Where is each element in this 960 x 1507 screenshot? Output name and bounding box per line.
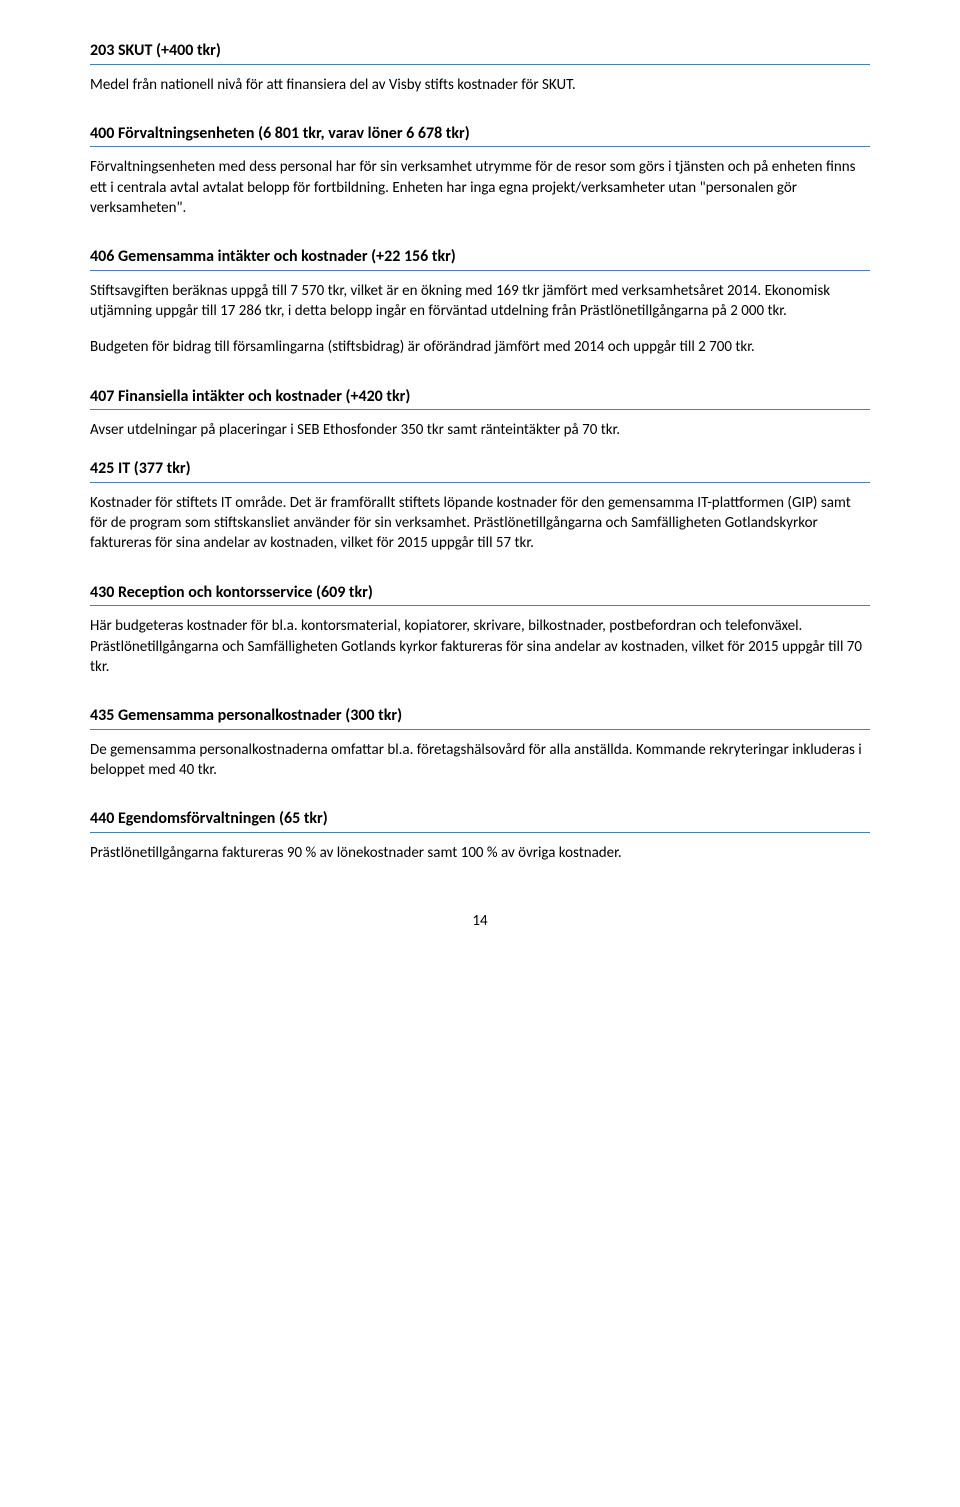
- section-subtext: Avser utdelningar på placeringar i SEB E…: [90, 420, 870, 440]
- body-text: Medel från nationell nivå för att finans…: [90, 75, 870, 95]
- section-heading-203: 203 SKUT (+400 tkr): [90, 40, 870, 65]
- body-text: Här budgeteras kostnader för bl.a. konto…: [90, 616, 870, 677]
- section-heading-406: 406 Gemensamma intäkter och kostnader (+…: [90, 246, 870, 271]
- section-heading-407: 407 Finansiella intäkter och kostnader (…: [90, 386, 870, 411]
- section-heading-430: 430 Reception och kontorsservice (609 tk…: [90, 582, 870, 607]
- body-text: Budgeten för bidrag till församlingarna …: [90, 337, 870, 357]
- body-text: Stiftsavgiften beräknas uppgå till 7 570…: [90, 281, 870, 322]
- document-page: 203 SKUT (+400 tkr) Medel från nationell…: [90, 40, 870, 931]
- section-heading-440: 440 Egendomsförvaltningen (65 tkr): [90, 808, 870, 833]
- body-text: De gemensamma personalkostnaderna omfatt…: [90, 740, 870, 781]
- section-heading-425: 425 IT (377 tkr): [90, 458, 870, 483]
- page-number: 14: [90, 911, 870, 931]
- section-heading-435: 435 Gemensamma personalkostnader (300 tk…: [90, 705, 870, 730]
- body-text: Förvaltningsenheten med dess personal ha…: [90, 157, 870, 218]
- section-heading-400: 400 Förvaltningsenheten (6 801 tkr, vara…: [90, 123, 870, 148]
- body-text: Prästlönetillgångarna faktureras 90 % av…: [90, 843, 870, 863]
- section-subtext: Kostnader för stiftets IT område. Det är…: [90, 493, 870, 554]
